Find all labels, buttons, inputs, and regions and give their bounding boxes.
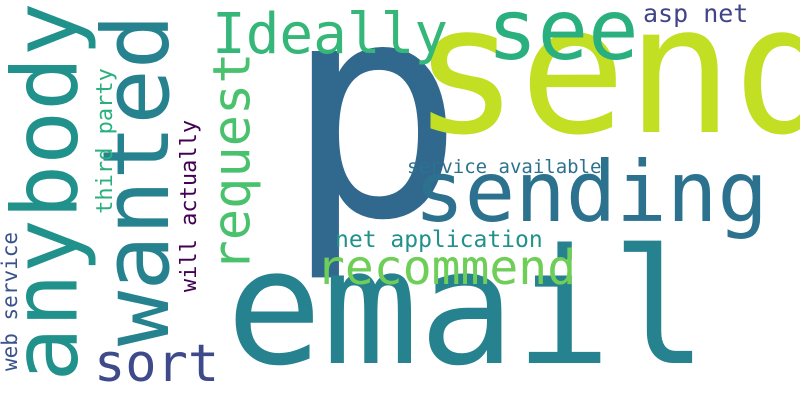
word-will-actually: will actually	[177, 119, 203, 293]
word-asp-net: asp net	[643, 0, 749, 28]
word-third-party: third party	[92, 68, 118, 214]
word-recommend: recommend	[316, 240, 577, 296]
word-sort: sort	[94, 334, 220, 394]
word-service-available: service available	[407, 156, 602, 178]
word-sending: sending	[414, 143, 769, 241]
word-net-application: net application	[335, 227, 543, 253]
word-request: request	[202, 52, 263, 272]
word-ideally: Ideally	[212, 2, 449, 67]
word-see: see	[487, 0, 639, 79]
word-email: email	[226, 214, 708, 400]
word-p: p	[284, 0, 465, 286]
word-web-service: web service	[0, 231, 23, 372]
word-send: send	[412, 0, 800, 174]
